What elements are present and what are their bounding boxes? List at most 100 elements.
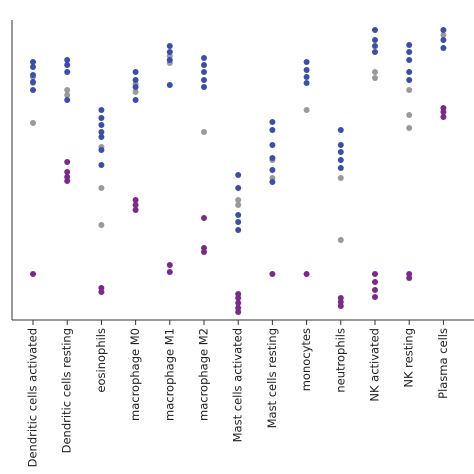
dot [64, 159, 71, 165]
x-tick-label: macrophage M0 [128, 328, 142, 421]
x-tick-label: Dendritic cells activated [26, 328, 40, 467]
dot [64, 69, 71, 75]
dot [406, 125, 413, 131]
dot [337, 237, 344, 243]
x-tick-label: NK resting [402, 328, 416, 388]
dot [166, 82, 173, 88]
dot [98, 107, 105, 113]
dot [30, 87, 36, 93]
dot [201, 249, 207, 255]
dot [64, 87, 71, 93]
dot [201, 62, 207, 68]
dot [406, 87, 413, 93]
dot [132, 207, 139, 213]
dot [132, 69, 139, 75]
dot [372, 43, 378, 49]
dot [166, 43, 173, 49]
dot [440, 27, 447, 33]
dot [337, 142, 344, 148]
dot [235, 300, 242, 306]
dot [406, 57, 413, 63]
dot [201, 55, 207, 61]
dot [30, 64, 36, 70]
dot [440, 114, 447, 120]
dot [201, 215, 207, 221]
dot [132, 84, 139, 90]
dot [337, 165, 344, 171]
dot [372, 294, 378, 300]
x-tick-label: Plasma cells [436, 328, 450, 399]
dot [166, 49, 173, 55]
x-tick-label: neutrophils [333, 328, 347, 393]
dot [30, 79, 36, 85]
dot [406, 69, 413, 75]
dot [406, 275, 413, 281]
dot [269, 155, 276, 161]
dot [269, 179, 276, 185]
dot [235, 212, 242, 218]
dot [337, 175, 344, 181]
dot [235, 197, 242, 203]
dot [303, 74, 310, 80]
dot [64, 169, 71, 175]
dot [201, 84, 207, 90]
dot [98, 122, 105, 128]
dot [303, 80, 310, 86]
dot [98, 115, 105, 121]
dot [64, 97, 71, 103]
dot [132, 89, 139, 95]
dot [166, 269, 173, 275]
dot [337, 127, 344, 133]
dot [98, 129, 105, 135]
dot [372, 49, 378, 55]
x-tick-label: macrophage M2 [197, 328, 211, 421]
dot [440, 45, 447, 51]
dot [303, 107, 310, 113]
dot [269, 167, 276, 173]
dot [235, 172, 242, 178]
dot [64, 92, 71, 98]
dot [201, 69, 207, 75]
dot [64, 178, 71, 184]
dot [440, 32, 447, 38]
x-tick-label: macrophage M1 [162, 328, 176, 421]
dot [235, 309, 242, 315]
dot [303, 271, 310, 277]
dot [372, 37, 378, 43]
dot [64, 57, 71, 63]
x-tick-label: Dendritic cells resting [60, 328, 74, 453]
dot [269, 119, 276, 125]
x-tick-label: NK activated [368, 328, 382, 402]
dot [98, 134, 105, 140]
dot [166, 57, 173, 63]
dot [372, 75, 378, 81]
dot [30, 271, 36, 277]
x-tick-label: monocytes [299, 328, 313, 391]
dot [337, 157, 344, 163]
dot [372, 287, 378, 293]
dot [30, 120, 36, 126]
dot [269, 142, 276, 148]
dot [269, 271, 276, 277]
dot [303, 59, 310, 65]
dot [201, 129, 207, 135]
dot [235, 227, 242, 233]
dot [337, 303, 344, 309]
dot [166, 262, 173, 268]
dot [440, 109, 447, 115]
dot [235, 202, 242, 208]
dot [269, 127, 276, 133]
dot [235, 185, 242, 191]
dot [235, 295, 242, 301]
dot [132, 77, 139, 83]
dot [132, 97, 139, 103]
dot [372, 69, 378, 75]
dot [98, 162, 105, 168]
x-tick-label: eosinophils [94, 328, 108, 393]
dot [132, 202, 139, 208]
dot [440, 37, 447, 43]
dot [406, 42, 413, 48]
dot [372, 279, 378, 285]
dot [303, 67, 310, 73]
